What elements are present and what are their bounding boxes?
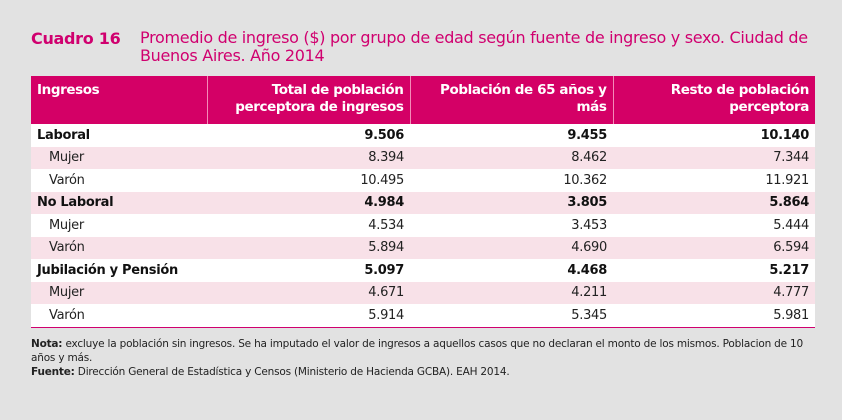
row-label: Mujer [49, 217, 84, 233]
table-notes: Nota: excluye la población sin ingresos.… [31, 337, 821, 379]
row-label: Jubilación y Pensión [37, 262, 178, 278]
row-label: Laboral [37, 127, 90, 143]
cell-65-plus: 4.690 [571, 240, 607, 256]
table-row: Varón 5.914 5.345 5.981 [31, 304, 815, 327]
table-body: Laboral 9.506 9.455 10.140 Mujer 8.394 8.462 7.… [31, 124, 815, 327]
table-row: Mujer 8.394 8.462 7.344 [31, 146, 815, 169]
table-row-group: No Laboral 4.984 3.805 5.864 [31, 191, 815, 214]
table-row-group: Laboral 9.506 9.455 10.140 [31, 124, 815, 147]
row-label: Varón [49, 307, 85, 323]
cell-65-plus: 8.462 [571, 150, 607, 166]
row-label: Varón [49, 240, 85, 256]
cell-resto: 5.444 [773, 217, 809, 233]
cell-total: 10.495 [360, 172, 404, 188]
row-label: No Laboral [37, 195, 114, 211]
source-label: Fuente: [31, 366, 75, 378]
cell-resto: 5.981 [773, 307, 809, 323]
row-label: Mujer [49, 285, 84, 301]
row-label: Varón [49, 172, 85, 188]
cell-65-plus: 4.468 [567, 262, 607, 278]
cell-total: 4.534 [368, 217, 404, 233]
cell-total: 4.671 [368, 285, 404, 301]
cell-resto: 6.594 [773, 240, 809, 256]
table-row: Mujer 4.671 4.211 4.777 [31, 281, 815, 304]
note-label: Nota: [31, 338, 63, 350]
cell-65-plus: 4.211 [571, 285, 607, 301]
header-resto: Resto de población perceptora [612, 76, 815, 124]
income-table: Ingresos Total de población perceptora d… [31, 76, 815, 328]
cell-total: 4.984 [364, 195, 404, 211]
cell-total: 9.506 [364, 127, 404, 143]
header-ingresos: Ingresos [31, 76, 207, 124]
caption-label: Cuadro 16 [31, 29, 121, 48]
cell-65-plus: 3.453 [571, 217, 607, 233]
table-row: Mujer 4.534 3.453 5.444 [31, 214, 815, 237]
caption-title: Promedio de ingreso ($) por grupo de eda… [140, 28, 808, 65]
cell-65-plus: 3.805 [567, 195, 607, 211]
header-total: Total de población perceptora de ingreso… [206, 76, 410, 124]
cell-65-plus: 10.362 [563, 172, 607, 188]
table-row: Varón 10.495 10.362 11.921 [31, 169, 815, 192]
cell-resto: 5.217 [769, 262, 809, 278]
cell-resto: 5.864 [769, 195, 809, 211]
row-label: Mujer [49, 150, 84, 166]
cell-total: 5.097 [364, 262, 404, 278]
cell-total: 5.914 [368, 307, 404, 323]
header-65-plus: Población de 65 años y más [409, 76, 613, 124]
cell-resto: 11.921 [765, 172, 809, 188]
table-row: Varón 5.894 4.690 6.594 [31, 236, 815, 259]
cell-total: 5.894 [368, 240, 404, 256]
note-text: excluye la población sin ingresos. Se ha… [31, 338, 804, 364]
source-text: Dirección General de Estadística y Censo… [74, 366, 510, 378]
source-line: Fuente: Dirección General de Estadística… [31, 365, 821, 379]
table-row-group: Jubilación y Pensión 5.097 4.468 5.217 [31, 259, 815, 282]
cell-65-plus: 5.345 [571, 307, 607, 323]
cell-resto: 7.344 [773, 150, 809, 166]
cell-resto: 4.777 [773, 285, 809, 301]
cell-resto: 10.140 [760, 127, 810, 143]
cell-65-plus: 9.455 [567, 127, 607, 143]
note-line: Nota: excluye la población sin ingresos.… [31, 337, 821, 365]
cell-total: 8.394 [368, 150, 404, 166]
header-row: Ingresos Total de población perceptora d… [31, 76, 815, 124]
